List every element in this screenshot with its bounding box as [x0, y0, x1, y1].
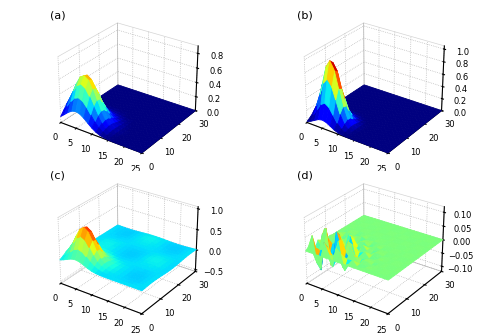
Text: (a): (a) — [50, 10, 66, 20]
Text: (b): (b) — [296, 10, 312, 20]
Text: (c): (c) — [50, 171, 65, 181]
Text: (d): (d) — [296, 171, 312, 181]
